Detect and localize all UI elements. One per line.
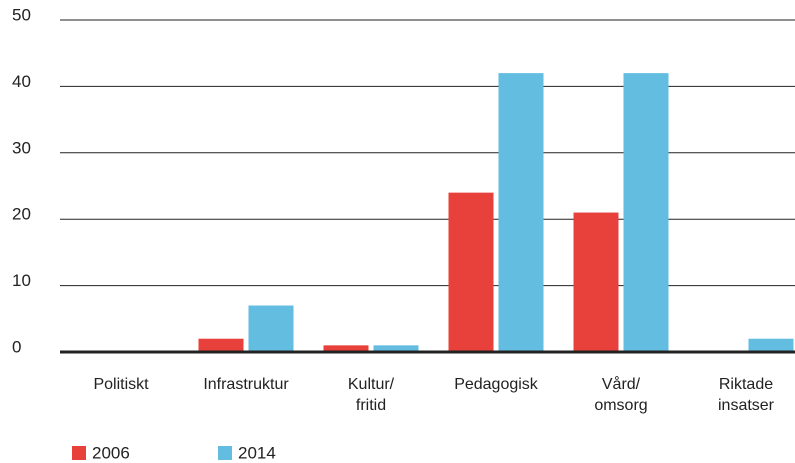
x-tick-label: Riktade insatser bbox=[717, 376, 775, 414]
y-tick-label: 20 bbox=[12, 205, 31, 224]
y-tick-label: 0 bbox=[12, 337, 21, 356]
bar bbox=[573, 212, 619, 352]
bar bbox=[248, 305, 294, 352]
y-tick-label: 40 bbox=[12, 72, 31, 91]
bar bbox=[623, 73, 669, 353]
bar bbox=[373, 345, 419, 352]
y-tick-label: 10 bbox=[12, 271, 31, 290]
legend-label: 2006 bbox=[92, 443, 130, 462]
bar bbox=[198, 338, 244, 352]
bar bbox=[748, 338, 794, 352]
x-tick-label: Kultur/ fritid bbox=[347, 376, 395, 414]
y-tick-label: 30 bbox=[12, 138, 31, 157]
x-tick-label: Infrastruktur bbox=[203, 376, 289, 393]
legend-label: 2014 bbox=[238, 443, 276, 462]
y-tick-label: 50 bbox=[12, 5, 31, 24]
x-tick-label: Vård/ omsorg bbox=[594, 376, 648, 414]
x-tick-label: Politiskt bbox=[93, 376, 149, 393]
bar bbox=[323, 345, 369, 352]
x-tick-label: Pedagogisk bbox=[454, 376, 538, 393]
legend-swatch bbox=[72, 446, 86, 460]
bar bbox=[498, 73, 544, 353]
legend-swatch bbox=[218, 446, 232, 460]
bar bbox=[448, 192, 494, 352]
